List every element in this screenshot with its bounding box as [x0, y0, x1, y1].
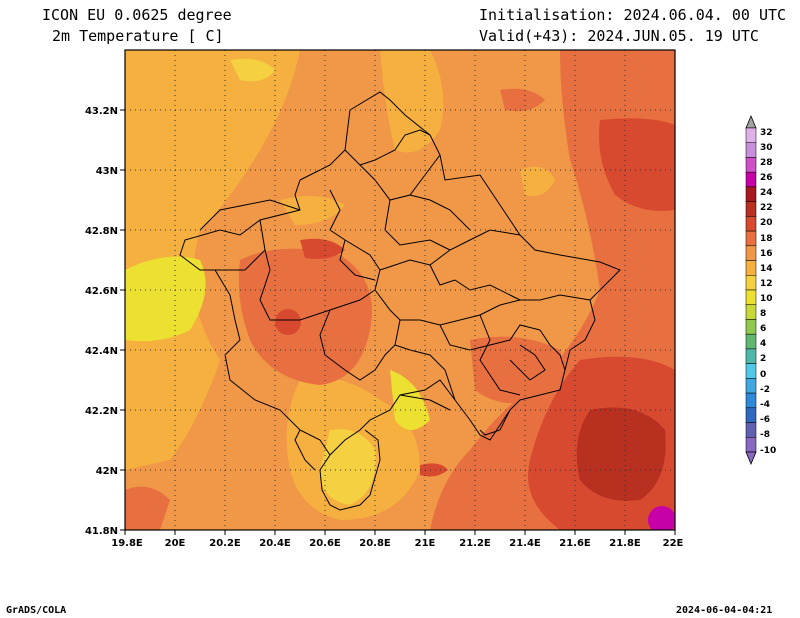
colorbar-cell: [745, 127, 757, 143]
legend-label: 30: [760, 143, 773, 153]
lon-tick-label: 20.8E: [359, 538, 391, 549]
lat-tick-label: 42.4N: [85, 346, 118, 357]
colorbar-cell: [745, 275, 757, 291]
lat-tick-label: 43N: [96, 166, 118, 177]
legend-label: 26: [760, 173, 773, 183]
colorbar-cell: [745, 171, 757, 188]
lat-tick-label: 42N: [96, 466, 118, 477]
valid-time: Valid(+43): 2024.JUN.05. 19 UTC: [479, 27, 759, 45]
colorbar-cell: [745, 216, 757, 232]
lat-tick-label: 41.8N: [85, 526, 118, 537]
colorbar-cell: [745, 378, 757, 394]
lon-tick-label: 21E: [415, 538, 436, 549]
grid-lines: [125, 50, 675, 530]
lon-tick-label: 21.6E: [559, 538, 591, 549]
legend-label: -10: [760, 446, 776, 456]
colorbar-cell: [745, 230, 757, 247]
legend-label: 4: [760, 339, 766, 349]
lon-tick-label: 21.4E: [509, 538, 541, 549]
legend-label: -4: [760, 400, 770, 410]
colorbar-cell: [745, 289, 757, 305]
lat-tick-label: 42.6N: [85, 286, 118, 297]
lon-tick-label: 21.8E: [609, 538, 641, 549]
colorbar-cell: [745, 201, 757, 217]
lon-tick-label: 20.6E: [309, 538, 341, 549]
variable-title: 2m Temperature [ C]: [52, 27, 224, 45]
colorbar-cell: [745, 363, 757, 379]
lon-tick-label: 19.8E: [111, 538, 143, 549]
colorbar-cell: [745, 348, 757, 364]
legend-label: -6: [760, 415, 770, 425]
legend-label: 2: [760, 354, 766, 364]
colorbar-top-arrow: [745, 114, 757, 129]
init-time: Initialisation: 2024.06.04. 00 UTC: [479, 6, 787, 24]
footer-right: 2024-06-04-04:21: [676, 605, 773, 616]
model-title: ICON EU 0.0625 degree: [42, 6, 232, 24]
temperature-field: [125, 50, 675, 530]
lon-tick-label: 20.2E: [209, 538, 241, 549]
lon-tick-label: 21.2E: [459, 538, 491, 549]
legend-label: -2: [760, 385, 770, 395]
legend-label: 24: [760, 188, 773, 198]
legend-label: 14: [760, 264, 773, 274]
colorbar-cell: [745, 186, 757, 202]
lat-tick-label: 43.2N: [85, 106, 118, 117]
lon-tick-label: 20.4E: [259, 538, 291, 549]
legend-label: 28: [760, 158, 773, 168]
colorbar: 32 30 28 26 24 22 20 18 16 14 12 10 8 6 …: [745, 114, 776, 466]
legend-label: 22: [760, 203, 773, 213]
legend-label: 16: [760, 249, 773, 259]
legend-label: 20: [760, 218, 773, 228]
colorbar-cell: [745, 142, 757, 158]
colorbar-cell: [745, 437, 757, 453]
colorbar-cell: [745, 333, 757, 350]
colorbar-cell: [745, 304, 757, 320]
colorbar-cell: [745, 392, 757, 409]
colorbar-cell: [745, 245, 757, 261]
legend-label: 18: [760, 234, 773, 244]
legend-label: 8: [760, 309, 766, 319]
lon-tick-label: 20E: [165, 538, 186, 549]
legend-label: 12: [760, 279, 773, 289]
colorbar-cell: [745, 157, 757, 173]
colorbar-cell: [745, 260, 757, 276]
legend-label: 32: [760, 128, 773, 138]
colorbar-cell: [745, 407, 757, 423]
lat-tick-label: 42.8N: [85, 226, 118, 237]
colorbar-bottom-arrow: [745, 451, 757, 466]
colorbar-cell: [745, 319, 757, 335]
footer-left: GrADS/COLA: [6, 605, 67, 616]
legend-label: 10: [760, 294, 773, 304]
legend-label: -8: [760, 430, 770, 440]
lat-tick-label: 42.2N: [85, 406, 118, 417]
legend-label: 0: [760, 370, 766, 380]
legend-label: 6: [760, 324, 766, 334]
lon-tick-label: 22E: [663, 538, 684, 549]
colorbar-cell: [745, 422, 757, 438]
